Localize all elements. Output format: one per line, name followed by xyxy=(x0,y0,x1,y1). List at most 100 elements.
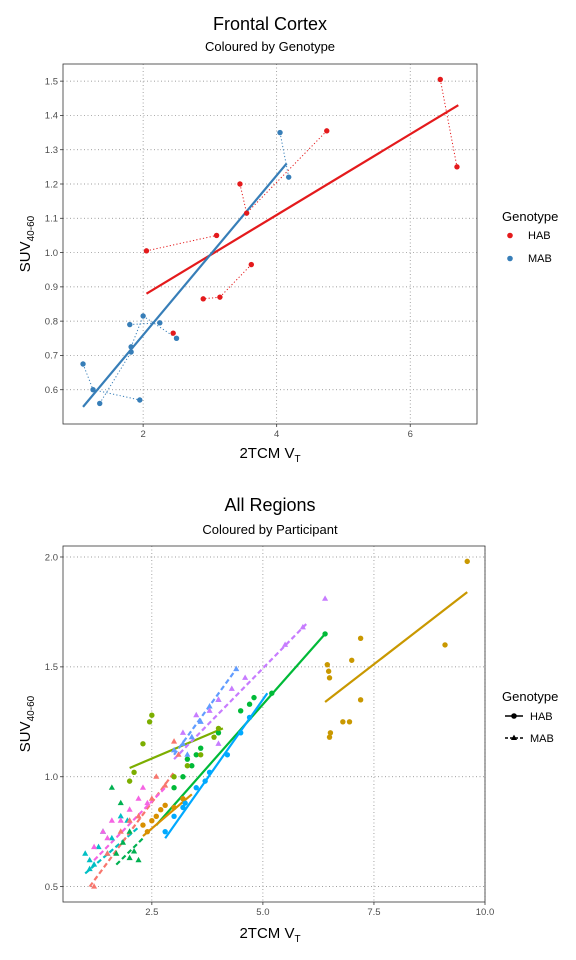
fit-lines xyxy=(84,591,468,888)
data-point-hab xyxy=(180,804,186,811)
data-point-mab xyxy=(135,795,142,801)
data-point-mab xyxy=(157,320,163,326)
data-point-hab xyxy=(349,657,355,663)
data-point-hab xyxy=(206,769,213,776)
fit-lines xyxy=(82,104,459,408)
data-point-mab xyxy=(90,387,96,393)
data-point-mab xyxy=(148,795,155,801)
x-tick-label: 7.5 xyxy=(367,907,380,918)
data-point-hab xyxy=(437,76,443,83)
data-point-hab xyxy=(246,714,253,721)
data-point-hab xyxy=(237,181,243,187)
data-point-mab xyxy=(139,784,147,790)
data-point-mab xyxy=(277,129,283,136)
data-point-hab xyxy=(346,719,353,725)
data-point-hab xyxy=(211,734,217,740)
legend-label-hab: HAB xyxy=(528,230,551,242)
data-point-hab xyxy=(184,763,191,769)
legend-key-hab xyxy=(507,232,513,239)
data-point-mab xyxy=(215,696,222,702)
data-point-hab xyxy=(217,294,223,300)
data-point-mab xyxy=(140,313,146,319)
fit-line-participant xyxy=(324,591,468,703)
data-point-mab xyxy=(108,834,115,841)
data-point-mab xyxy=(108,817,115,823)
pair-connector xyxy=(82,363,94,390)
data-point-hab xyxy=(246,701,253,707)
x-axis-ticks: 2.5 5.0 7.5 10.0 xyxy=(145,902,494,918)
fit-line-participant xyxy=(93,786,166,862)
data-point-mab xyxy=(99,828,107,834)
data-point-hab xyxy=(200,296,206,302)
legend: Genotype HAB MAB xyxy=(502,689,558,745)
pair-connector xyxy=(203,296,220,300)
data-point-mab xyxy=(179,740,186,746)
y-tick-label: 1.4 xyxy=(45,111,58,122)
data-point-hab xyxy=(171,804,177,811)
data-point-hab xyxy=(326,734,333,740)
data-point-mab xyxy=(135,856,142,863)
legend-key-mab xyxy=(507,255,513,262)
y-tick-label: 1.5 xyxy=(45,76,58,87)
chart-subtitle: Coloured by Participant xyxy=(202,522,338,537)
data-point-hab xyxy=(162,828,168,835)
data-point-hab xyxy=(215,730,222,736)
data-point-hab xyxy=(326,675,333,681)
data-point-hab xyxy=(171,774,177,780)
data-points xyxy=(80,76,460,407)
legend-title: Genotype xyxy=(502,209,558,224)
x-tick-label: 6 xyxy=(408,429,413,440)
data-point-mab xyxy=(131,848,138,854)
pair-connectors xyxy=(82,79,458,404)
data-point-hab xyxy=(126,778,133,784)
x-tick-label: 10.0 xyxy=(476,907,495,918)
y-axis-ticks: 0.5 1.0 1.5 2.0 xyxy=(45,552,63,893)
data-point-mab xyxy=(117,799,124,806)
data-point-mab xyxy=(97,400,103,407)
data-point-mab xyxy=(197,718,204,724)
plot-panel-border xyxy=(62,63,478,425)
data-point-mab xyxy=(128,344,134,350)
x-axis-label: 2TCM VT xyxy=(239,445,300,465)
legend-key-mab xyxy=(510,734,518,741)
data-point-mab xyxy=(91,843,98,850)
data-point-hab xyxy=(198,745,204,751)
y-tick-label: 1.0 xyxy=(45,248,58,259)
data-point-hab xyxy=(237,708,244,714)
data-point-mab xyxy=(117,828,124,834)
legend-label-mab: MAB xyxy=(530,733,554,745)
data-point-mab xyxy=(144,799,151,806)
data-point-mab xyxy=(322,595,329,601)
data-point-hab xyxy=(215,725,222,732)
chart-title: Frontal Cortex xyxy=(213,14,327,34)
data-point-hab xyxy=(171,785,177,791)
data-point-hab xyxy=(464,558,470,565)
legend-title: Genotype xyxy=(502,689,558,704)
pair-connector xyxy=(99,351,132,404)
data-point-mab xyxy=(126,854,133,861)
data-point-mab xyxy=(86,865,93,872)
data-point-hab xyxy=(357,635,364,641)
data-point-hab xyxy=(357,697,364,703)
data-point-mab xyxy=(80,361,86,367)
y-axis-ticks: 0.6 0.7 0.8 0.9 1.0 1.1 1.2 1.3 1.4 1.5 xyxy=(45,76,63,396)
x-tick-label: 4 xyxy=(274,429,279,440)
y-tick-label: 1.5 xyxy=(45,662,58,673)
data-point-mab xyxy=(175,751,182,757)
data-point-mab xyxy=(104,834,111,841)
data-point-mab xyxy=(285,174,292,180)
fit-line-participant xyxy=(164,692,269,839)
data-point-mab xyxy=(215,740,222,746)
data-point-mab xyxy=(193,711,200,718)
data-point-mab xyxy=(127,321,133,328)
data-point-hab xyxy=(193,785,199,791)
data-point-mab xyxy=(126,806,133,812)
fit-line-participant xyxy=(173,668,238,756)
data-point-hab xyxy=(243,210,250,216)
data-point-mab xyxy=(137,397,143,403)
data-point-mab xyxy=(206,703,213,709)
x-tick-label: 5.0 xyxy=(256,907,269,918)
data-point-mab xyxy=(117,812,124,819)
data-point-mab xyxy=(170,746,178,753)
legend-key-hab xyxy=(511,713,517,719)
